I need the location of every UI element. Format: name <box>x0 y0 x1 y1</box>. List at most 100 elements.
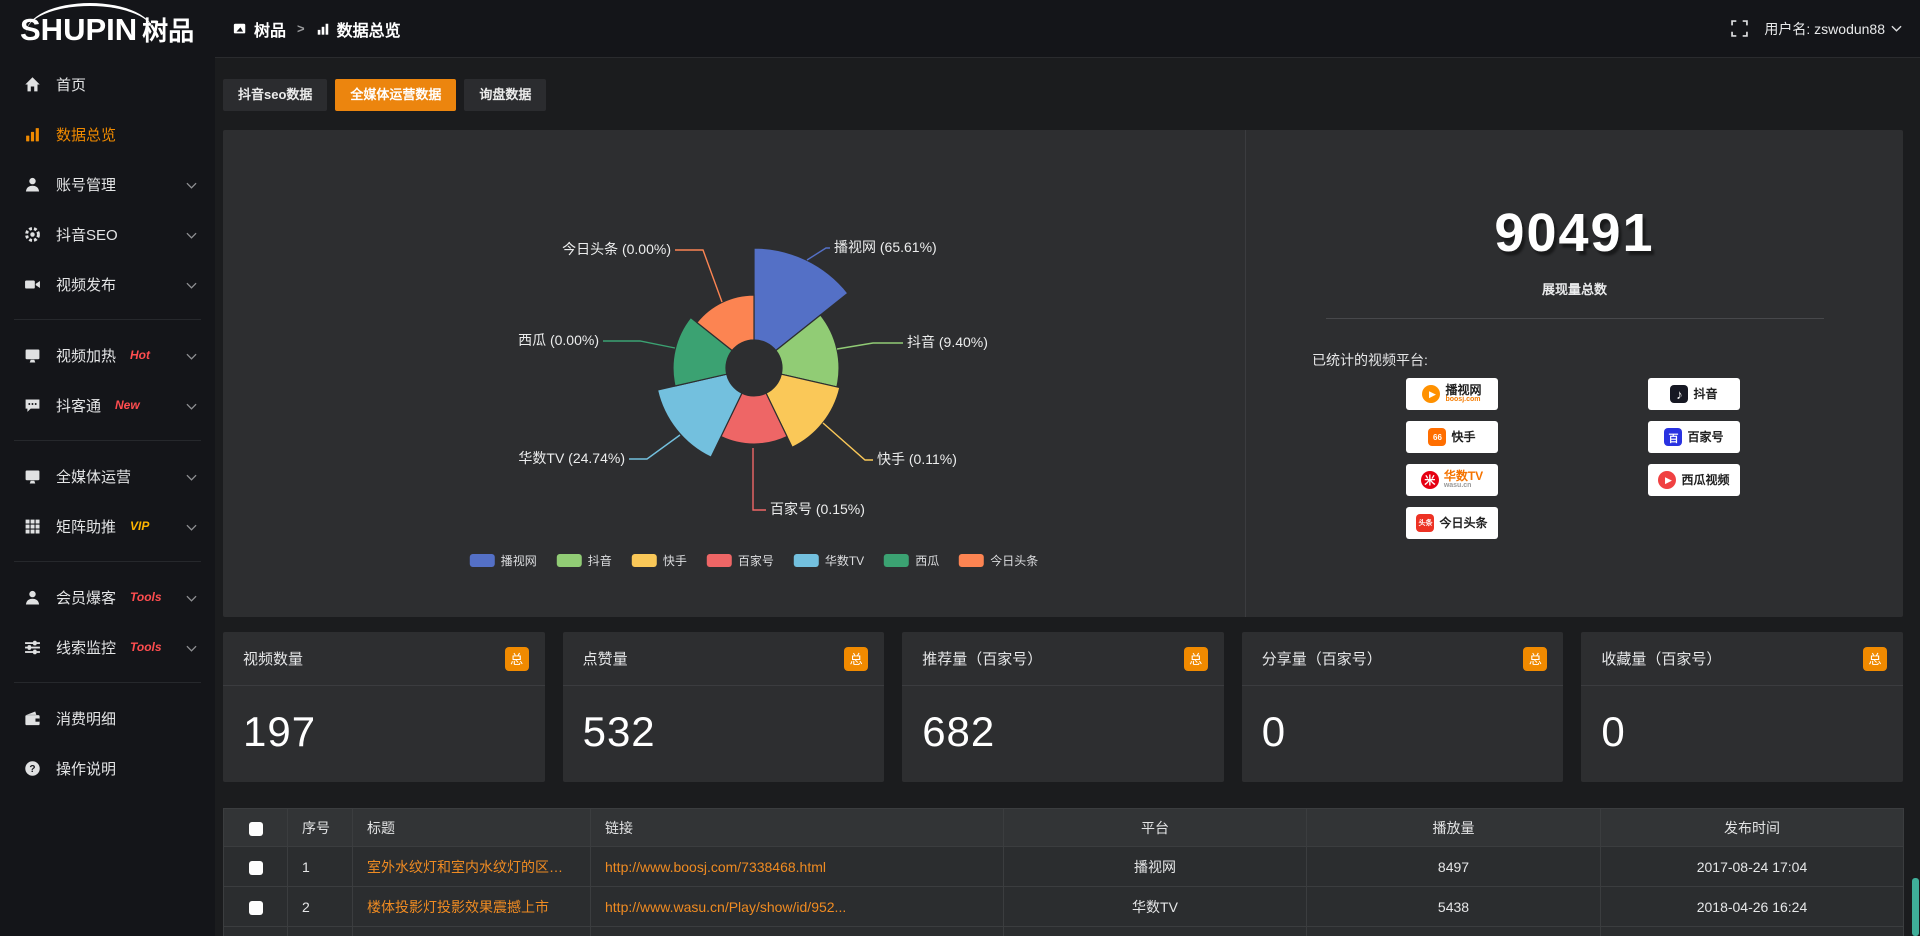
sidebar-item-首页[interactable]: 首页 <box>0 59 215 109</box>
tab-询盘数据[interactable]: 询盘数据 <box>464 79 547 111</box>
sidebar-item-label: 全媒体运营 <box>56 468 132 486</box>
stat-card-header: 收藏量（百家号） 总 <box>1581 632 1903 686</box>
sidebar-item-视频发布[interactable]: 视频发布 <box>0 259 215 309</box>
sidebar-badge-Hot: Hot <box>130 348 151 362</box>
logo-arc-decoration <box>26 3 154 33</box>
platform-name: 今日头条 <box>1439 516 1488 530</box>
sidebar-item-label: 会员爆客 <box>56 589 117 607</box>
sidebar-item-抖音SEO[interactable]: 抖音SEO <box>0 209 215 259</box>
chevron-down-icon <box>1891 25 1902 32</box>
stat-card-title: 点赞量 <box>582 651 628 668</box>
sidebar-item-视频加热[interactable]: 视频加热 Hot <box>0 330 215 380</box>
pie-slice-播视网[interactable] <box>753 247 849 352</box>
cell-time: 2017-08-24 17:04 <box>1600 846 1904 887</box>
total-badge: 总 <box>504 646 529 671</box>
row-checkbox[interactable] <box>248 900 263 915</box>
sidebar-badge-Tools: Tools <box>130 590 162 604</box>
pie-slice-快手[interactable] <box>765 373 841 449</box>
sidebar-item-数据总览[interactable]: 数据总览 <box>0 109 215 159</box>
pie-label-今日头条: 今日头条 (0.00%) <box>562 241 671 257</box>
wallet-icon <box>24 710 41 727</box>
sidebar-item-全媒体运营[interactable]: 全媒体运营 <box>0 451 215 501</box>
total-impressions-label: 展现量总数 <box>1541 282 1607 297</box>
topbar: 树品 > 数据总览 用户名: zswodun88 <box>215 0 1920 58</box>
sidebar-item-label: 线索监控 <box>56 639 117 657</box>
platform-subtext: wasu.cn <box>1443 482 1472 489</box>
sidebar-item-消费明细[interactable]: 消费明细 <box>0 693 215 743</box>
breadcrumb[interactable]: 树品 > 数据总览 <box>233 17 401 41</box>
total-badge: 总 <box>1523 646 1548 671</box>
stat-card-value: 0 <box>1601 708 1626 755</box>
cell-title-link[interactable] <box>352 926 591 936</box>
sidebar-item-会员爆客[interactable]: 会员爆客 Tools <box>0 572 215 622</box>
pie-slice-今日头条[interactable] <box>696 294 755 352</box>
sidebar-item-label: 消费明细 <box>56 710 117 728</box>
cell-url-link[interactable]: http://www.wasu.cn/Play/show/id/952... <box>590 886 1004 927</box>
sidebar-nav: 首页 数据总览 账号管理 抖音SEO 视频发布视频加热 Hot 抖客通 New 全媒体运营矩阵助… <box>0 59 215 793</box>
chevron-down-icon <box>186 276 197 293</box>
cell-title-link[interactable]: 室外水纹灯和室内水纹灯的区别和简介 <box>352 846 591 887</box>
pie-slice-华数TV[interactable] <box>656 373 743 459</box>
stat-card-title: 视频数量 <box>243 651 304 668</box>
sidebar-item-label: 矩阵助推 <box>56 518 117 536</box>
column-header-发布时间: 发布时间 <box>1600 808 1904 847</box>
pie-label-line-播视网 <box>806 247 830 261</box>
fullscreen-icon[interactable] <box>1731 20 1749 37</box>
stat-card-value: 682 <box>922 708 996 755</box>
cell-title-link[interactable]: 楼体投影灯投影效果震撼上市 <box>352 886 591 927</box>
cell-time <box>1600 926 1904 936</box>
summary-divider <box>1325 318 1824 319</box>
platform-logo-播视网: ▶ 播视网 boosj.com <box>1406 378 1498 410</box>
pie-label-百家号: 百家号 (0.15%) <box>770 501 865 517</box>
cell-url-link[interactable] <box>590 926 1004 936</box>
chat-icon <box>24 397 41 414</box>
scrollbar-thumb[interactable] <box>1912 878 1919 936</box>
sidebar-item-矩阵助推[interactable]: 矩阵助推 VIP <box>0 501 215 551</box>
pie-slice-抖音[interactable] <box>775 314 840 388</box>
kuaishou-icon: 66 <box>1428 428 1447 446</box>
breadcrumb-current: 数据总览 <box>336 22 401 40</box>
sidebar-item-线索监控[interactable]: 线索监控 Tools <box>0 622 215 672</box>
legend-item-播视网[interactable]: 播视网 <box>469 552 537 569</box>
total-badge: 总 <box>1183 646 1208 671</box>
monitor-icon <box>24 347 41 364</box>
sidebar-item-抖客通[interactable]: 抖客通 New <box>0 380 215 430</box>
legend-item-快手[interactable]: 快手 <box>631 552 687 569</box>
sidebar-item-操作说明[interactable]: ? 操作说明 <box>0 743 215 793</box>
pie-label-播视网: 播视网 (65.61%) <box>834 239 937 255</box>
pie-label-抖音: 抖音 (9.40%) <box>907 334 988 350</box>
tab-全媒体运营数据[interactable]: 全媒体运营数据 <box>335 79 457 111</box>
cell-plays <box>1306 926 1601 936</box>
starburst-icon: 米 <box>1420 471 1439 489</box>
platforms-label: 已统计的视频平台: <box>1312 352 1428 368</box>
sidebar-badge-New: New <box>115 398 140 412</box>
pie-slice-百家号[interactable] <box>720 392 788 445</box>
legend-item-抖音[interactable]: 抖音 <box>556 552 612 569</box>
platform-logo-西瓜视频: ▶ 西瓜视频 <box>1648 464 1740 496</box>
breadcrumb-root[interactable]: 树品 <box>254 22 287 40</box>
platform-name: 播视网 <box>1445 383 1482 397</box>
legend-swatch-icon <box>631 554 657 567</box>
row-checkbox[interactable] <box>248 860 263 875</box>
platform-logo-快手: 66 快手 <box>1406 421 1498 453</box>
legend-item-百家号[interactable]: 百家号 <box>706 552 774 569</box>
cell-platform: 华数TV <box>1003 886 1307 927</box>
app-logo: SHUPIN 树品 <box>0 0 215 58</box>
username-menu[interactable]: 用户名: zswodun88 <box>1764 19 1902 39</box>
chevron-down-icon <box>186 468 197 485</box>
sidebar-item-账号管理[interactable]: 账号管理 <box>0 159 215 209</box>
stat-card-分享量（百家号）: 分享量（百家号） 总 0 <box>1241 632 1564 782</box>
legend-label: 百家号 <box>737 554 774 568</box>
legend-item-今日头条[interactable]: 今日头条 <box>959 552 1038 569</box>
select-all-checkbox[interactable] <box>248 821 263 836</box>
stat-card-title: 推荐量（百家号） <box>922 651 1043 668</box>
svg-text:?: ? <box>29 763 35 774</box>
platform-logo-百家号: 百百家号 <box>1648 421 1740 453</box>
cell-url-link[interactable]: http://www.boosj.com/7338468.html <box>590 846 1004 887</box>
tab-抖音seo数据[interactable]: 抖音seo数据 <box>223 79 328 111</box>
pie-slice-西瓜[interactable] <box>672 316 733 387</box>
legend-swatch-icon <box>884 554 910 567</box>
legend-item-华数TV[interactable]: 华数TV <box>793 552 864 569</box>
legend-item-西瓜[interactable]: 西瓜 <box>884 552 939 569</box>
monitor-icon <box>24 468 41 485</box>
